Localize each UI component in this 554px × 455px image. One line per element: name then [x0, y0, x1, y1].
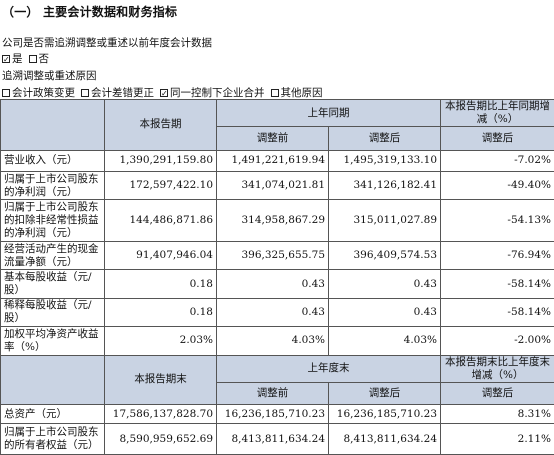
value-after: 8,413,811,634.24: [328, 423, 441, 455]
value-before: 4.03%: [216, 326, 329, 356]
value-before: 314,958,867.29: [216, 199, 329, 242]
reason-other[interactable]: 其他原因: [270, 87, 323, 100]
option-no-label: 否: [38, 53, 50, 65]
value-change: -58.14%: [440, 297, 554, 328]
value-before: 341,074,021.81: [216, 170, 329, 201]
reason-label: 会计差错更正: [91, 87, 154, 99]
reason-label: 其他原因: [280, 87, 323, 99]
table2-header-change-after: 调整后: [440, 381, 554, 406]
value-before: 0.43: [216, 269, 329, 299]
reason-error-correction[interactable]: 会计差错更正: [81, 87, 154, 100]
value-after: 315,011,027.89: [328, 199, 441, 242]
value-change: -58.14%: [440, 269, 554, 299]
value-change: 8.31%: [440, 404, 554, 425]
value-after: 396,409,574.53: [328, 240, 441, 271]
value-current: 0.18: [104, 297, 217, 328]
value-change: -2.00%: [440, 326, 554, 356]
table1-header-before: 调整前: [216, 126, 329, 151]
value-current: 2.03%: [104, 326, 217, 356]
value-before: 396,325,655.75: [216, 240, 329, 271]
checkbox-icon: [2, 89, 10, 97]
option-yes[interactable]: ✓ 是: [2, 53, 23, 66]
value-change: 2.11%: [440, 423, 554, 455]
value-change: -76.94%: [440, 240, 554, 271]
option-yes-label: 是: [12, 53, 23, 65]
reason-label: 同一控制下企业合并: [170, 87, 265, 99]
section-title: （一） 主要会计数据和财务指标: [2, 5, 178, 19]
table1-header-blank: [0, 99, 105, 151]
row-label: 归属于上市公司股东的扣除非经常性损益的净利润（元）: [0, 199, 105, 242]
value-after: 0.43: [328, 297, 441, 328]
option-no[interactable]: 否: [28, 53, 50, 66]
table-row: 经营活动产生的现金流量净额（元） 91,407,946.04 396,325,6…: [0, 240, 554, 271]
table-row: 归属于上市公司股东的扣除非经常性损益的净利润（元） 144,486,871.86…: [0, 199, 554, 242]
table-row: 营业收入（元） 1,390,291,159.80 1,491,221,619.9…: [0, 149, 554, 173]
value-change: -7.02%: [440, 149, 554, 173]
row-label: 营业收入（元）: [0, 149, 105, 173]
checkbox-checked-icon: ✓: [2, 55, 10, 63]
table-row: 基本每股收益（元/股） 0.18 0.43 0.43 -58.14%: [0, 269, 554, 299]
reason-accounting-policy-change[interactable]: 会计政策变更: [2, 87, 75, 100]
checkbox-icon: [28, 55, 37, 63]
table1-header-change-after: 调整后: [440, 126, 554, 151]
table2-header-current: 本报告期末: [104, 354, 217, 406]
value-current: 172,597,422.10: [104, 170, 217, 201]
value-after: 0.43: [328, 269, 441, 299]
value-after: 1,495,319,133.10: [328, 149, 441, 173]
yes-no-options: ✓ 是 否: [2, 53, 55, 66]
row-label: 加权平均净资产收益率（%）: [0, 326, 105, 356]
value-before: 0.43: [216, 297, 329, 328]
restatement-question: 公司是否需追溯调整或重述以前年度会计数据: [2, 37, 212, 49]
table2-header-before: 调整前: [216, 381, 329, 406]
table-row: 稀释每股收益（元/股） 0.18 0.43 0.43 -58.14%: [0, 297, 554, 328]
table-row: 总资产（元） 17,586,137,828.70 16,236,185,710.…: [0, 404, 554, 425]
reason-options: 会计政策变更 会计差错更正 ✓ 同一控制下企业合并 其他原因: [2, 87, 329, 100]
financial-data-table: 本报告期 上年同期 本报告期比上年同期增减（%） 调整前 调整后 调整后 营业收…: [0, 98, 554, 455]
table1-header-current: 本报告期: [104, 99, 217, 151]
table2-header-change: 本报告期末比上年度末增减（%）: [440, 354, 554, 383]
table2-header-after: 调整后: [328, 381, 441, 406]
row-label: 稀释每股收益（元/股）: [0, 297, 105, 328]
checkbox-icon: [81, 89, 89, 97]
checkbox-checked-icon: ✓: [160, 89, 168, 97]
reason-label: 会计政策变更: [12, 87, 75, 99]
row-label: 归属于上市公司股东的所有者权益（元）: [0, 423, 105, 455]
value-current: 17,586,137,828.70: [104, 404, 217, 425]
table2-header-blank: [0, 354, 105, 406]
row-label: 总资产（元）: [0, 404, 105, 425]
restatement-reason-title: 追溯调整或重述原因: [2, 70, 97, 82]
value-change: -54.13%: [440, 199, 554, 242]
value-current: 144,486,871.86: [104, 199, 217, 242]
table1-header-after: 调整后: [328, 126, 441, 151]
value-after: 341,126,182.41: [328, 170, 441, 201]
table1-header-change: 本报告期比上年同期增减（%）: [440, 98, 554, 128]
value-change: -49.40%: [440, 170, 554, 201]
reason-common-control-merger[interactable]: ✓ 同一控制下企业合并: [160, 87, 265, 100]
table-row: 归属于上市公司股东的所有者权益（元） 8,590,959,652.69 8,41…: [0, 423, 554, 455]
row-label: 基本每股收益（元/股）: [0, 269, 105, 299]
value-after: 16,236,185,710.23: [328, 404, 441, 425]
value-before: 16,236,185,710.23: [216, 404, 329, 425]
row-label: 经营活动产生的现金流量净额（元）: [0, 240, 105, 271]
table-row: 加权平均净资产收益率（%） 2.03% 4.03% 4.03% -2.00%: [0, 326, 554, 356]
row-label: 归属于上市公司股东的净利润（元）: [0, 170, 105, 201]
table1-header-prior: 上年同期: [216, 98, 441, 128]
value-current: 91,407,946.04: [104, 240, 217, 271]
value-before: 1,491,221,619.94: [216, 149, 329, 173]
value-current: 0.18: [104, 269, 217, 299]
table2-header-prior: 上年度末: [216, 354, 441, 383]
value-after: 4.03%: [328, 326, 441, 356]
value-before: 8,413,811,634.24: [216, 423, 329, 455]
value-current: 8,590,959,652.69: [104, 423, 217, 455]
checkbox-icon: [270, 89, 279, 97]
value-current: 1,390,291,159.80: [104, 149, 217, 173]
table-row: 归属于上市公司股东的净利润（元） 172,597,422.10 341,074,…: [0, 170, 554, 201]
